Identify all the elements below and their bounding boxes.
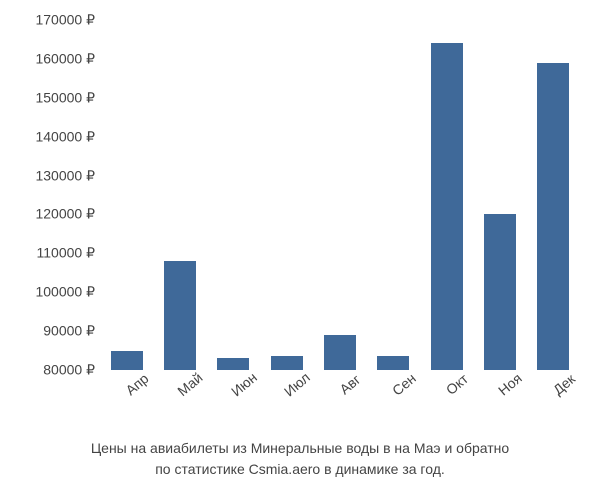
bar (484, 214, 516, 370)
y-tick-label: 130000 ₽ (0, 167, 95, 184)
bar (537, 63, 569, 370)
bar-slot (260, 20, 313, 370)
bar (431, 43, 463, 370)
y-tick-label: 110000 ₽ (0, 245, 95, 262)
bar-slot (367, 20, 420, 370)
bar (164, 261, 196, 370)
y-tick-label: 150000 ₽ (0, 89, 95, 106)
caption-line-2: по статистике Csmia.aero в динамике за г… (155, 461, 445, 477)
y-tick-label: 160000 ₽ (0, 50, 95, 67)
bar-slot (207, 20, 260, 370)
caption-line-1: Цены на авиабилеты из Минеральные воды в… (91, 440, 509, 456)
bar-slot (473, 20, 526, 370)
plot-area (100, 20, 580, 370)
y-tick-label: 100000 ₽ (0, 284, 95, 301)
bar-slot (527, 20, 580, 370)
y-tick-label: 120000 ₽ (0, 206, 95, 223)
bars-container (100, 20, 580, 370)
y-axis-labels: 80000 ₽90000 ₽100000 ₽110000 ₽120000 ₽13… (0, 20, 95, 370)
y-tick-label: 140000 ₽ (0, 128, 95, 145)
chart-caption: Цены на авиабилеты из Минеральные воды в… (0, 438, 600, 480)
bar-slot (313, 20, 366, 370)
y-tick-label: 80000 ₽ (0, 362, 95, 379)
bar-slot (100, 20, 153, 370)
y-tick-label: 170000 ₽ (0, 12, 95, 29)
price-bar-chart: 80000 ₽ 90000 ₽ 100000 ₽ 110000 ₽ 120000 ₽ 13… (0, 0, 600, 500)
bar-slot (420, 20, 473, 370)
y-tick-label: 90000 ₽ (0, 323, 95, 340)
x-axis-labels: АпрМайИюнИюлАвгСенОктНояДек (100, 372, 580, 432)
bar-slot (153, 20, 206, 370)
